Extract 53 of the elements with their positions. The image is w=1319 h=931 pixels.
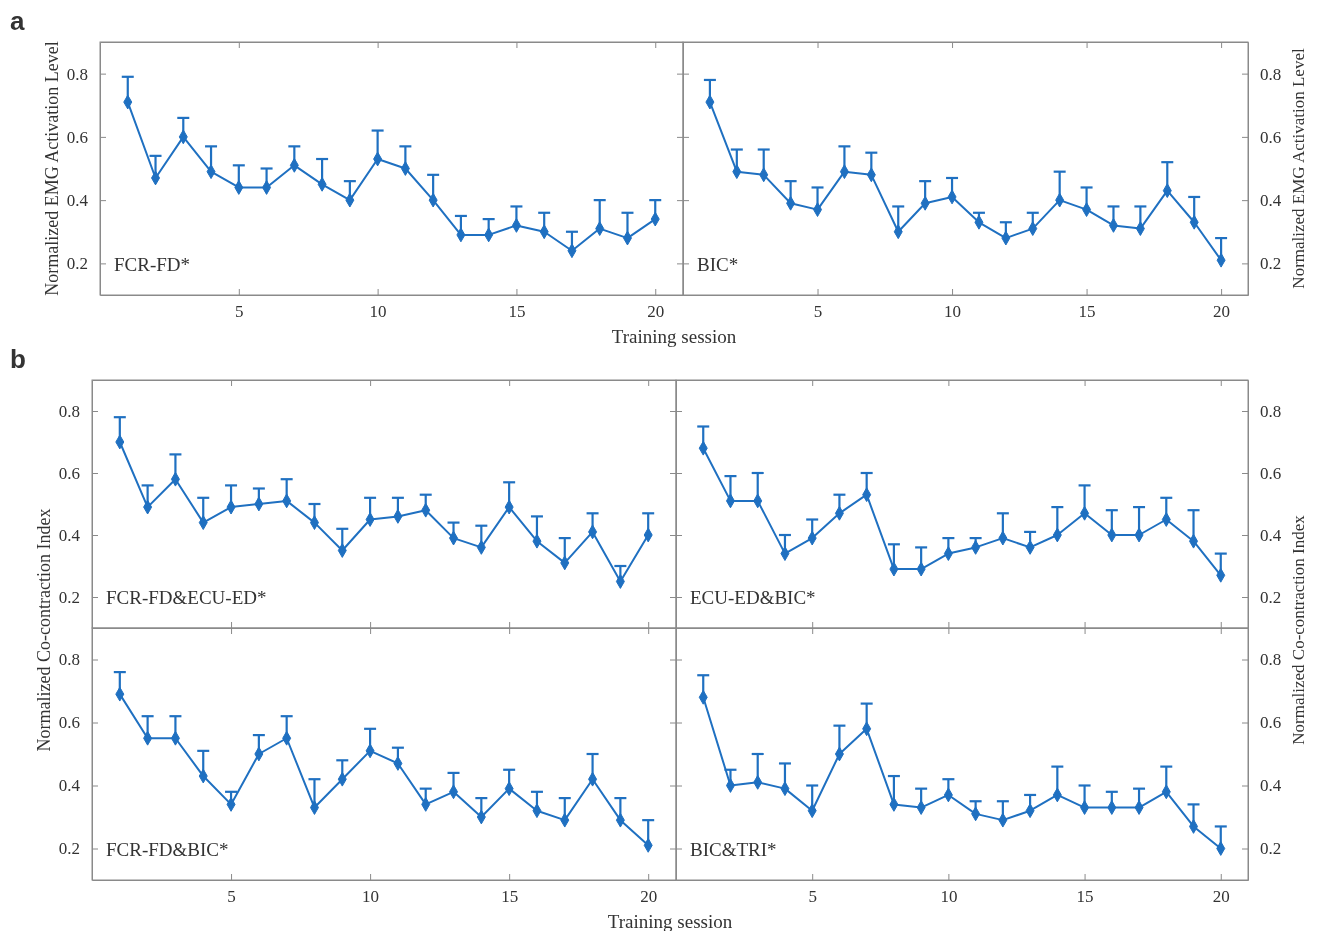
y-tick-label: 0.4 (58, 525, 81, 545)
y2-tick-label: 0.8 (1260, 650, 1282, 670)
x-tick-label: 5 (813, 302, 823, 322)
x-tick-label: 20 (647, 302, 665, 322)
x-tick-label: 20 (1212, 887, 1230, 907)
text: a (10, 6, 25, 36)
y-tick-label: 0.4 (58, 776, 81, 796)
y-tick-label: 0.6 (66, 127, 88, 147)
y2-axis-title: Normalized EMG Activation Level (1289, 48, 1308, 289)
y-axis-title: Normalized Co-contraction Index (34, 508, 54, 752)
y-axis-title: Normalized EMG Activation Level (42, 41, 62, 296)
x-tick-label: 15 (501, 887, 519, 907)
y-tick-label: 0.8 (58, 401, 80, 421)
x-tick-label: 15 (1078, 302, 1096, 322)
x-tick-label: 15 (508, 302, 526, 322)
text: BIC&TRI* (690, 839, 777, 860)
y2-tick-label: 0.4 (1260, 525, 1282, 545)
y2-tick-label: 0.4 (1260, 776, 1282, 796)
x-tick-label: 5 (808, 887, 817, 907)
y-tick-label: 0.2 (58, 587, 80, 607)
text: BIC* (697, 254, 739, 275)
y2-tick-label: 0.6 (1260, 463, 1282, 483)
text: FCR-FD* (114, 254, 191, 275)
y2-tick-label: 0.4 (1260, 191, 1282, 211)
y-tick-label: 0.6 (58, 713, 80, 733)
text: FCR-FD&ECU-ED* (106, 587, 267, 608)
y2-tick-label: 0.6 (1260, 713, 1282, 733)
y-tick-label: 0.4 (66, 191, 89, 211)
x-tick-label: 10 (362, 887, 380, 907)
y2-tick-label: 0.8 (1260, 64, 1282, 84)
y-tick-label: 0.6 (58, 463, 80, 483)
text: b (10, 344, 26, 374)
y2-tick-label: 0.2 (1260, 587, 1282, 607)
x-tick-label: 5 (227, 887, 236, 907)
y-tick-label: 0.8 (58, 650, 80, 670)
x-tick-label: 10 (944, 302, 962, 322)
x-axis-title: Training session (611, 326, 737, 347)
x-tick-label: 5 (235, 302, 244, 322)
x-tick-label: 15 (1076, 887, 1094, 907)
y-tick-label: 0.2 (66, 254, 88, 274)
x-tick-label: 20 (1213, 302, 1231, 322)
text: ECU-ED&BIC* (690, 587, 816, 608)
y-tick-label: 0.8 (66, 64, 88, 84)
x-tick-label: 10 (369, 302, 387, 322)
y2-axis-title: Normalized Co-contraction Index (1289, 514, 1308, 745)
y-tick-label: 0.2 (58, 839, 80, 859)
y2-tick-label: 0.2 (1260, 839, 1282, 859)
text: FCR-FD&BIC* (106, 839, 229, 860)
x-tick-label: 10 (940, 887, 958, 907)
x-tick-label: 20 (640, 887, 658, 907)
y2-tick-label: 0.2 (1260, 254, 1282, 274)
y2-tick-label: 0.6 (1260, 127, 1282, 147)
y2-tick-label: 0.8 (1260, 401, 1282, 421)
